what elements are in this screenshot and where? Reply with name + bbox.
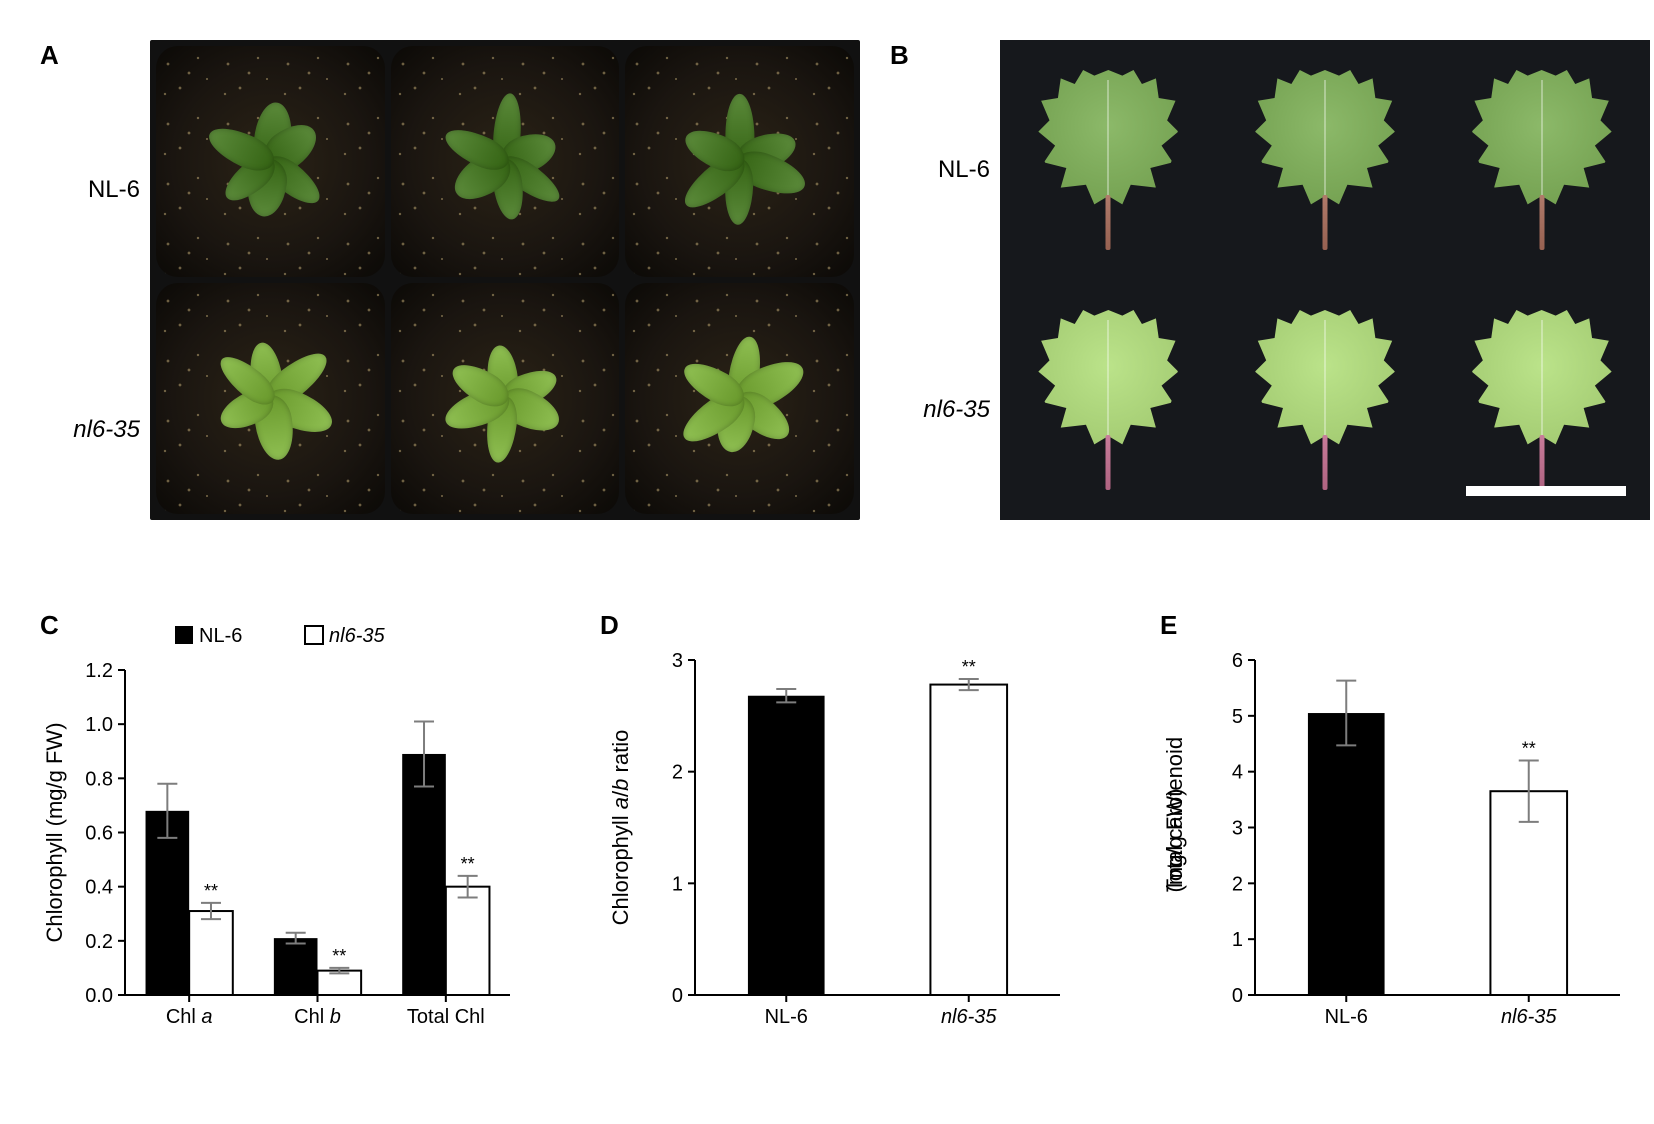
svg-text:4: 4	[1232, 762, 1243, 784]
tray-cell	[156, 46, 385, 277]
svg-text:3: 3	[1232, 818, 1243, 840]
svg-text:1: 1	[1232, 929, 1243, 951]
seedling-tray	[150, 40, 860, 520]
detached-leaf	[1038, 70, 1178, 250]
svg-text:Chlorophyll a/b ratio: Chlorophyll a/b ratio	[608, 730, 633, 926]
svg-text:1: 1	[672, 873, 683, 895]
svg-text:NL-6: NL-6	[765, 1006, 808, 1028]
svg-text:Chlorophyll (mg/g FW): Chlorophyll (mg/g FW)	[42, 722, 67, 942]
panel-D-label: D	[600, 610, 619, 641]
svg-text:nl6-35: nl6-35	[1501, 1006, 1557, 1028]
panel-E: E 0123456Total carotenoid(mg/g FW)NL-6**…	[1160, 610, 1650, 1050]
charts-row: C 0.0 0.2 0.4 0.6 0.8 1.0 1.2 Chlorophyll (mg/g…	[40, 610, 1650, 1050]
panel-C-label: C	[40, 610, 59, 641]
tray-cell	[625, 283, 854, 514]
tray-cell	[156, 283, 385, 514]
svg-text:**: **	[204, 881, 218, 901]
figure-root: A NL-6 nl6-35 B NL-6 nl6-35 C 0.00.20.	[40, 40, 1614, 1084]
panel-B-label: B	[890, 40, 909, 71]
detached-leaf	[1255, 310, 1395, 490]
svg-text:nl6-35: nl6-35	[329, 625, 385, 647]
panel-E-label: E	[1160, 610, 1177, 641]
svg-text:1.0: 1.0	[85, 714, 113, 736]
svg-text:Chl a: Chl a	[166, 1006, 213, 1028]
panel-A-content: NL-6 nl6-35	[40, 40, 860, 550]
panel-A-rowlabel-wt: NL-6	[40, 70, 150, 310]
svg-text:2: 2	[672, 762, 683, 784]
detached-leaf	[1038, 310, 1178, 490]
svg-text:6: 6	[1232, 650, 1243, 672]
panel-B-rowlabel-mut: nl6-35	[890, 290, 1000, 530]
panel-B-rowlabels: NL-6 nl6-35	[890, 40, 1000, 530]
chart-D-svg: 0 1 2 3 NL-6 ** nl6-35 Chlorophyll a/b ratio	[600, 610, 1090, 1050]
svg-text:0.2: 0.2	[85, 931, 113, 953]
svg-text:**: **	[461, 854, 475, 874]
tray-cell	[391, 46, 620, 277]
svg-text:0.8: 0.8	[85, 768, 113, 790]
svg-text:2: 2	[1232, 873, 1243, 895]
svg-text:0.0: 0.0	[85, 985, 113, 1007]
chart-E-svg: 0123456Total carotenoid(mg/g FW)NL-6**nl…	[1160, 610, 1650, 1050]
svg-text:0.4: 0.4	[85, 877, 113, 899]
svg-text:NL-6: NL-6	[199, 625, 242, 647]
svg-text:Total Chl: Total Chl	[407, 1006, 485, 1028]
svg-text:Chl b: Chl b	[294, 1006, 341, 1028]
leaf-board	[1000, 40, 1650, 520]
leaf-slot	[1217, 40, 1434, 280]
panel-B-content: NL-6 nl6-35	[890, 40, 1650, 530]
svg-text:(mg/g FW): (mg/g FW)	[1162, 789, 1187, 893]
panel-A-rowlabels: NL-6 nl6-35	[40, 40, 150, 550]
leaf-slot	[1000, 280, 1217, 520]
panel-C: C 0.0 0.2 0.4 0.6 0.8 1.0 1.2 Chlorophyll (mg/g…	[40, 610, 530, 1050]
svg-text:NL-6: NL-6	[1325, 1006, 1368, 1028]
svg-text:**: **	[1522, 739, 1536, 759]
svg-text:0: 0	[1232, 985, 1243, 1007]
detached-leaf	[1472, 70, 1612, 250]
chart-C-svg: 0.0 0.2 0.4 0.6 0.8 1.0 1.2 Chlorophyll (mg/g F…	[40, 610, 530, 1050]
panel-B: B NL-6 nl6-35	[890, 40, 1650, 570]
leaf-slot	[1433, 280, 1650, 520]
svg-text:**: **	[332, 946, 346, 966]
leaf-slot	[1217, 280, 1434, 520]
panel-D: D 0 1 2 3 NL-6 ** nl6-35 Chlorophyll a/b ratio	[600, 610, 1090, 1050]
detached-leaf	[1472, 310, 1612, 490]
svg-text:1.2: 1.2	[85, 660, 113, 682]
detached-leaf	[1255, 70, 1395, 250]
svg-text:**: **	[962, 657, 976, 677]
svg-text:0.6: 0.6	[85, 823, 113, 845]
svg-text:5: 5	[1232, 706, 1243, 728]
panel-B-rowlabel-wt: NL-6	[890, 50, 1000, 290]
leaf-slot	[1433, 40, 1650, 280]
svg-text:0: 0	[672, 985, 683, 1007]
tray-cell	[625, 46, 854, 277]
svg-text:nl6-35: nl6-35	[941, 1006, 997, 1028]
leaf-slot	[1000, 40, 1217, 280]
panel-A: A NL-6 nl6-35	[40, 40, 860, 570]
tray-cell	[391, 283, 620, 514]
scale-bar	[1466, 486, 1626, 496]
panel-A-rowlabel-mut: nl6-35	[40, 310, 150, 550]
svg-text:3: 3	[672, 650, 683, 672]
panel-A-label: A	[40, 40, 59, 71]
